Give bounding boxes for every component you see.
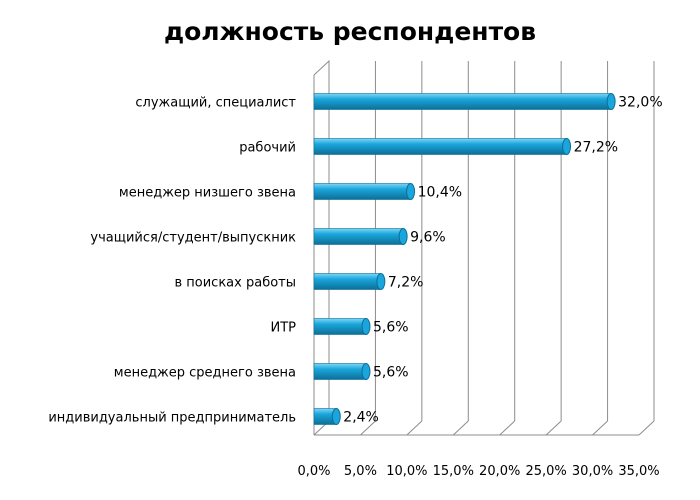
- bar: [313, 363, 367, 380]
- labels: 0,0% 5,0% 10,0% 15,0% 20,0% 25,0% 30,0% 35,0% сл…: [48, 95, 662, 480]
- bar: [313, 273, 382, 290]
- bar-cap: [398, 228, 408, 245]
- data-label: 27,2%: [574, 140, 618, 156]
- bar-cap: [376, 273, 386, 290]
- chart-title: должность респондентов: [164, 17, 536, 46]
- x-tick-label: 25,0%: [525, 464, 566, 479]
- bars: [313, 93, 616, 425]
- x-tick-label: 35,0%: [618, 464, 659, 479]
- left-wall: [313, 59, 330, 421]
- data-label: 32,0%: [618, 95, 662, 111]
- data-label: 5,6%: [373, 320, 409, 336]
- x-tick-label: 15,0%: [433, 464, 474, 479]
- bar: [313, 183, 411, 200]
- x-tick-label: 20,0%: [479, 464, 520, 479]
- data-label: 2,4%: [343, 410, 379, 426]
- x-tick-label: 5,0%: [344, 464, 377, 479]
- grid: [313, 61, 655, 436]
- category-label: учащийся/студент/выпускник: [90, 231, 296, 246]
- category-label: менеджер среднего звена: [114, 366, 296, 381]
- data-label: 5,6%: [373, 365, 409, 381]
- bar-cap: [606, 93, 616, 110]
- floor-gridline: [638, 420, 655, 436]
- x-tick-label: 0,0%: [297, 464, 330, 479]
- category-label: в поисках работы: [174, 276, 296, 291]
- bar: [313, 318, 367, 335]
- category-label: ИТР: [270, 321, 296, 336]
- bar-cap: [361, 318, 371, 335]
- category-label: рабочий: [239, 141, 296, 156]
- data-label: 7,2%: [388, 275, 424, 291]
- bar: [313, 93, 612, 110]
- bar-cap: [331, 408, 341, 425]
- floor-gridline: [406, 420, 423, 436]
- bar-cap: [406, 183, 416, 200]
- bar: [313, 138, 567, 155]
- bar-cap: [361, 363, 371, 380]
- x-tick-label: 10,0%: [386, 464, 427, 479]
- data-label: 10,4%: [418, 185, 462, 201]
- x-tick-label: 30,0%: [572, 464, 613, 479]
- bar-cap: [562, 138, 572, 155]
- floor-gridline: [499, 420, 516, 436]
- category-label: индивидуальный предприниматель: [48, 411, 296, 426]
- category-label: служащий, специалист: [135, 96, 296, 111]
- floor-gridline: [452, 420, 469, 436]
- floor-gridline: [545, 420, 562, 436]
- data-label: 9,6%: [410, 230, 446, 246]
- floor-gridline: [360, 420, 376, 436]
- category-label: менеджер низшего звена: [119, 186, 296, 201]
- floor-gridline: [592, 420, 608, 436]
- bar: [313, 228, 404, 245]
